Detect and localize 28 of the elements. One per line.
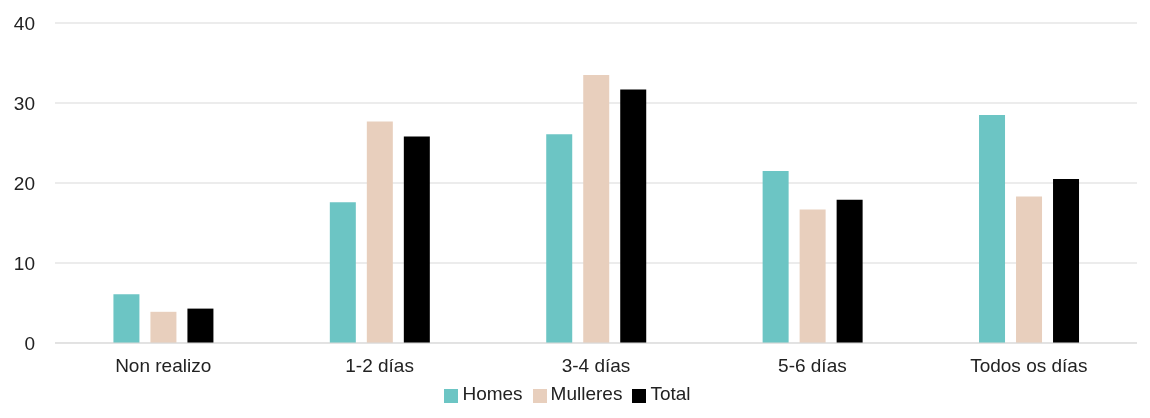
legend-label: Homes xyxy=(462,383,523,404)
bar xyxy=(150,311,177,343)
bar xyxy=(187,308,214,343)
bar xyxy=(546,134,573,343)
legend-label: Mulleres xyxy=(550,383,623,404)
y-tick-label: 20 xyxy=(13,172,35,194)
bar xyxy=(762,171,789,343)
bar xyxy=(366,121,393,343)
bar xyxy=(1053,179,1080,343)
bar xyxy=(113,294,140,343)
x-tick-label: Non realizo xyxy=(115,355,212,377)
y-tick-label: 40 xyxy=(13,12,35,34)
y-tick-label: 10 xyxy=(13,252,35,274)
bar xyxy=(836,199,863,343)
x-tick-label: 5-6 días xyxy=(778,355,847,377)
legend-label: Total xyxy=(650,383,691,404)
bar xyxy=(329,202,356,343)
bar xyxy=(583,75,610,343)
bar xyxy=(1016,196,1043,343)
bar xyxy=(799,209,826,343)
x-tick-label: Todos os días xyxy=(970,355,1088,377)
x-tick-label: 1-2 días xyxy=(345,355,414,377)
y-tick-label: 0 xyxy=(24,332,35,354)
y-tick-label: 30 xyxy=(13,92,35,114)
bar xyxy=(979,115,1006,343)
x-tick-label: 3-4 días xyxy=(561,355,631,377)
bar xyxy=(620,89,647,343)
bar xyxy=(403,136,430,343)
